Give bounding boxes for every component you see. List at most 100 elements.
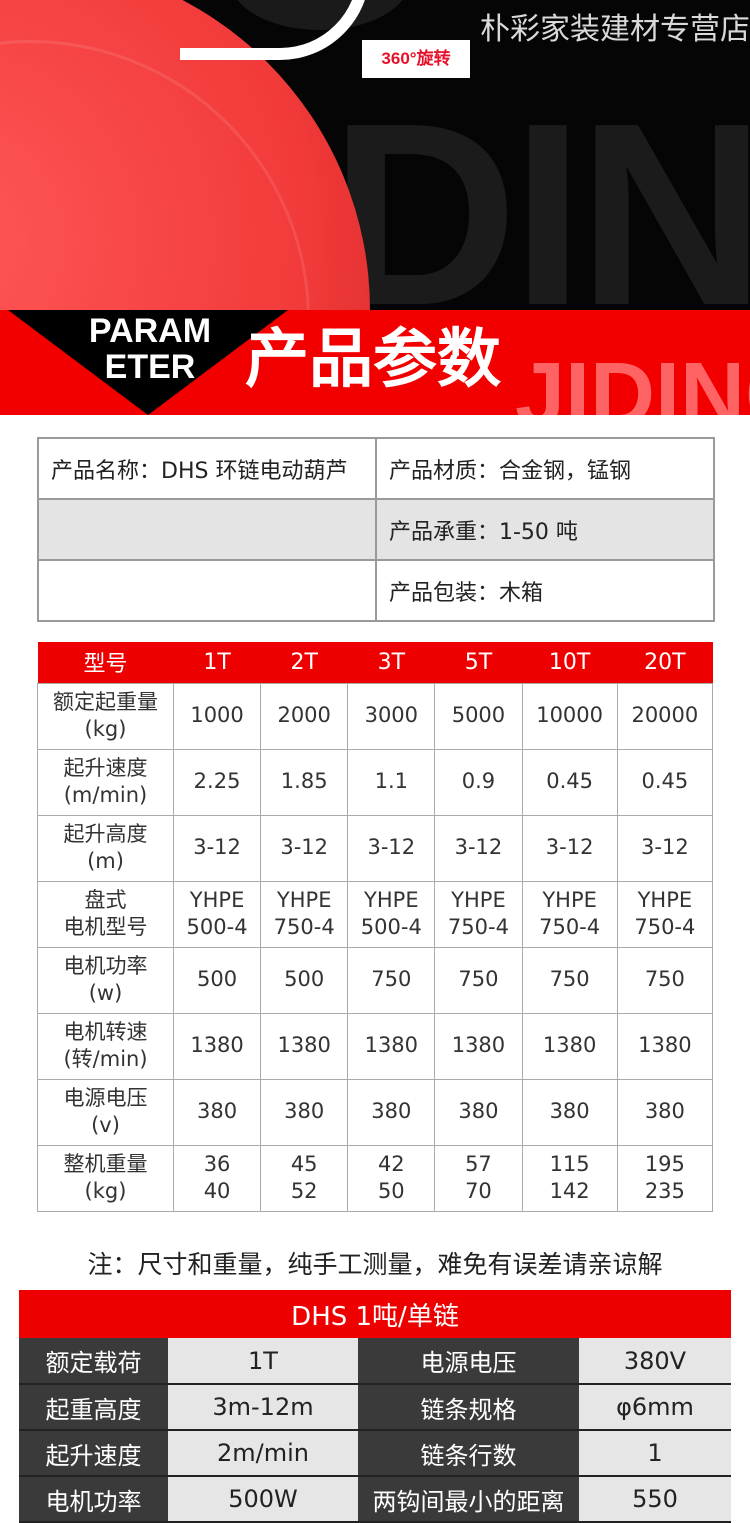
spec-header-cell: 5T: [434, 642, 522, 683]
spec-value-cell: 195 235: [616, 1144, 714, 1212]
dhs-value-cell: 500W: [168, 1476, 358, 1523]
spec-row: 电机功率 (w) 500 500 750 750 750 750: [37, 946, 714, 1014]
spec-label-cell: 电机功率 (w): [37, 946, 174, 1014]
spec-value-cell: YHPE 750-4: [434, 880, 523, 948]
hero-bg-word: DING: [330, 70, 750, 310]
spec-label-cell: 电机转速 (转/min): [37, 1012, 174, 1080]
spec-value-cell: 45 52: [260, 1144, 349, 1212]
spec-value-cell: 36 40: [172, 1144, 262, 1212]
spec-value-cell: 1.1: [347, 748, 436, 816]
spec-value-cell: 1380: [172, 1012, 262, 1080]
spec-value-cell: 500: [172, 946, 262, 1014]
spec-label-cell: 额定起重量 (kg): [37, 682, 174, 750]
info-row: 产品承重：1-50 吨: [37, 498, 715, 561]
spec-value-cell: 750: [347, 946, 436, 1014]
dhs-row: 起升速度 2m/min 链条行数 1: [19, 1430, 731, 1477]
banner-title: 产品参数: [245, 323, 501, 397]
spec-value-cell: 3-12: [521, 814, 618, 882]
dhs-value-cell: 550: [579, 1476, 731, 1523]
dhs-label-cell: 起重高度: [19, 1384, 168, 1431]
spec-header-cell: 20T: [617, 642, 713, 683]
spec-value-cell: 3-12: [172, 814, 262, 882]
dhs-value-cell: 3m-12m: [168, 1384, 358, 1431]
spec-value-cell: YHPE 500-4: [347, 880, 436, 948]
product-info-table: 产品名称：DHS 环链电动葫芦 产品材质：合金钢，锰钢 产品承重：1-50 吨 产…: [37, 437, 715, 622]
spec-header-cell: 10T: [522, 642, 618, 683]
spec-value-cell: 0.9: [434, 748, 523, 816]
spec-value-cell: 3-12: [434, 814, 523, 882]
info-row: 产品名称：DHS 环链电动葫芦 产品材质：合金钢，锰钢: [37, 437, 715, 500]
dhs-row: 起重高度 3m-12m 链条规格 φ6mm: [19, 1384, 731, 1431]
dhs-spec-table: DHS 1吨/单链 额定载荷 1T 电源电压 380V 起重高度 3m-12m 链条规格 φ6m…: [19, 1290, 731, 1523]
rotate-arrow-icon: [180, 0, 370, 60]
spec-value-cell: 380: [172, 1078, 262, 1146]
spec-value-cell: 1000: [172, 682, 262, 750]
spec-value-cell: 3-12: [347, 814, 436, 882]
spec-value-cell: 380: [616, 1078, 714, 1146]
spec-value-cell: 380: [260, 1078, 349, 1146]
spec-value-cell: 1380: [521, 1012, 618, 1080]
spec-value-cell: 500: [260, 946, 349, 1014]
measurement-note: 注：尺寸和重量，纯手工测量，难免有误差请亲谅解: [87, 1250, 663, 1279]
info-cell: 产品包装：木箱: [375, 559, 715, 622]
dhs-value-cell: 1T: [168, 1338, 358, 1385]
banner-en-title: PARAM ETER: [88, 312, 212, 386]
spec-row: 起升速度 (m/min) 2.25 1.85 1.1 0.9 0.45 0.45: [37, 748, 714, 816]
spec-value-cell: 3-12: [616, 814, 714, 882]
dhs-label-cell: 两钩间最小的距离: [358, 1476, 579, 1523]
section-banner: JIDING PARAM ETER 产品参数: [0, 310, 750, 415]
spec-header-row: 型号 1T 2T 3T 5T 10T 20T: [37, 642, 713, 683]
spec-header-cell: 3T: [347, 642, 435, 683]
spec-value-cell: YHPE 500-4: [172, 880, 262, 948]
spec-label-cell: 起升速度 (m/min): [37, 748, 174, 816]
info-cell: [37, 559, 377, 622]
spec-value-cell: 42 50: [347, 1144, 436, 1212]
spec-value-cell: 380: [347, 1078, 436, 1146]
spec-value-cell: 115 142: [521, 1144, 618, 1212]
hero-image: DING 360°旋转 朴彩家装建材专营店: [0, 0, 750, 310]
spec-row: 整机重量 (kg) 36 40 45 52 42 50 57 70 115 142 195 …: [37, 1144, 714, 1212]
dhs-row: 电机功率 500W 两钩间最小的距离 550: [19, 1476, 731, 1523]
spec-value-cell: 750: [521, 946, 618, 1014]
spec-value-cell: 1380: [616, 1012, 714, 1080]
spec-value-cell: 380: [521, 1078, 618, 1146]
dhs-label-cell: 链条规格: [358, 1384, 579, 1431]
spec-row: 电机转速 (转/min) 1380 1380 1380 1380 1380 1380: [37, 1012, 714, 1080]
spec-value-cell: 10000: [521, 682, 618, 750]
spec-value-cell: 0.45: [616, 748, 714, 816]
spec-value-cell: 1.85: [260, 748, 349, 816]
spec-row: 额定起重量 (kg) 1000 2000 3000 5000 10000 20000: [37, 682, 714, 750]
spec-value-cell: 2.25: [172, 748, 262, 816]
spec-value-cell: YHPE 750-4: [260, 880, 349, 948]
spec-header-cell: 2T: [260, 642, 348, 683]
spec-value-cell: 0.45: [521, 748, 618, 816]
spec-value-cell: 1380: [260, 1012, 349, 1080]
dhs-title: DHS 1吨/单链: [19, 1290, 731, 1338]
spec-value-cell: 5000: [434, 682, 523, 750]
dhs-value-cell: 2m/min: [168, 1430, 358, 1477]
spec-value-cell: 1380: [347, 1012, 436, 1080]
spec-value-cell: 57 70: [434, 1144, 523, 1212]
banner-bg-word: JIDING: [515, 345, 750, 415]
spec-row: 盘式 电机型号 YHPE 500-4 YHPE 750-4 YHPE 500-4 YHP…: [37, 880, 714, 948]
spec-row: 电源电压 (v) 380 380 380 380 380 380: [37, 1078, 714, 1146]
rotation-badge: 360°旋转: [362, 40, 470, 78]
spec-value-cell: 380: [434, 1078, 523, 1146]
spec-row: 起升高度 (m) 3-12 3-12 3-12 3-12 3-12 3-12: [37, 814, 714, 882]
spec-value-cell: YHPE 750-4: [521, 880, 618, 948]
spec-value-cell: 750: [616, 946, 714, 1014]
dhs-label-cell: 电机功率: [19, 1476, 168, 1523]
dhs-label-cell: 起升速度: [19, 1430, 168, 1477]
dhs-label-cell: 额定载荷: [19, 1338, 168, 1385]
spec-label-cell: 起升高度 (m): [37, 814, 174, 882]
dhs-row: 额定载荷 1T 电源电压 380V: [19, 1338, 731, 1385]
spec-value-cell: 20000: [616, 682, 714, 750]
dhs-title-row: DHS 1吨/单链: [19, 1290, 731, 1338]
info-cell: 产品材质：合金钢，锰钢: [375, 437, 715, 500]
dhs-label-cell: 电源电压: [358, 1338, 579, 1385]
dhs-value-cell: 1: [579, 1430, 731, 1477]
info-cell: 产品名称：DHS 环链电动葫芦: [37, 437, 377, 500]
spec-value-cell: 1380: [434, 1012, 523, 1080]
info-cell: 产品承重：1-50 吨: [375, 498, 715, 561]
spec-value-cell: YHPE 750-4: [616, 880, 714, 948]
